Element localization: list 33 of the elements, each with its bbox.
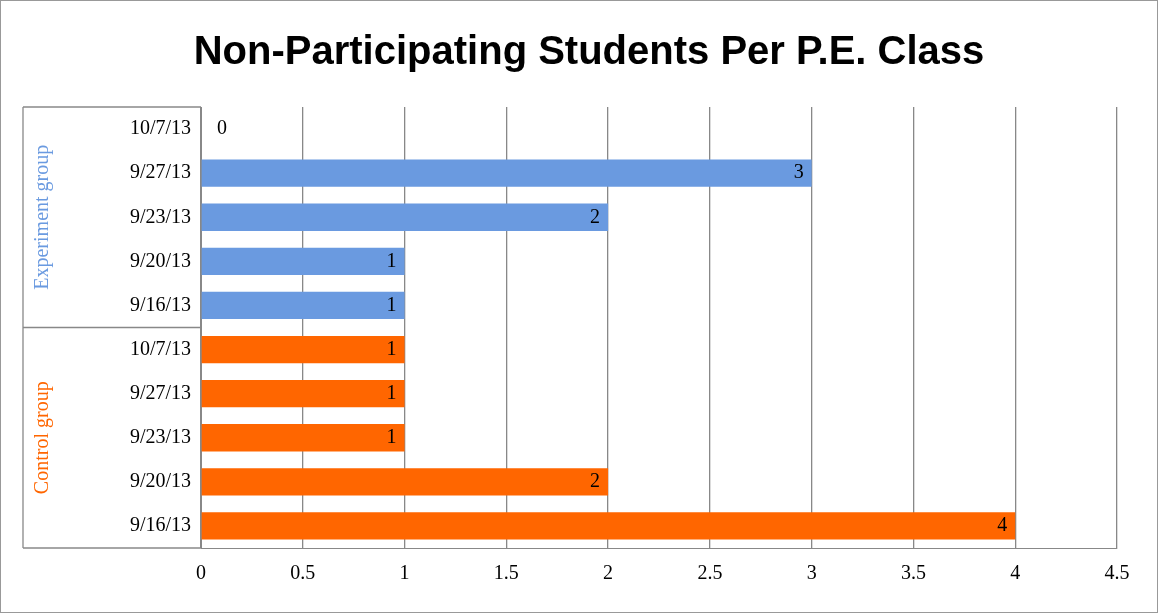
- x-tick-label: 3: [806, 561, 817, 584]
- x-tick-label: 2: [603, 561, 614, 584]
- x-tick-label: 1: [399, 561, 410, 584]
- x-tick-label: 1.5: [493, 561, 519, 584]
- y-tick-label: 9/23/13: [129, 204, 191, 227]
- y-tick-label: 10/7/13: [129, 336, 191, 359]
- data-label: 1: [386, 336, 397, 359]
- data-label: 2: [590, 204, 601, 227]
- y-tick-label: 9/23/13: [129, 425, 191, 447]
- y-tick-label: 9/27/13: [129, 380, 191, 403]
- x-tick-label: 4.5: [1104, 561, 1130, 584]
- data-label: 1: [386, 248, 397, 271]
- x-tick-label: 4: [1010, 561, 1021, 584]
- data-label: 4: [997, 513, 1008, 536]
- x-tick-label: 0: [196, 561, 206, 584]
- x-tick-label: 3.5: [900, 561, 926, 584]
- x-tick-label: 2.5: [697, 561, 723, 584]
- y-tick-label: 9/16/13: [129, 292, 191, 315]
- chart-title: Non-Participating Students Per P.E. Class: [193, 28, 985, 73]
- y-tick-label: 9/27/13: [129, 160, 191, 183]
- y-tick-label: 9/20/13: [129, 248, 191, 271]
- data-label: 1: [386, 292, 397, 315]
- data-label: 3: [793, 160, 804, 183]
- text: Control group: [30, 381, 54, 495]
- data-label: 1: [386, 425, 397, 447]
- y-tick-label: 9/20/13: [129, 469, 191, 492]
- x-tick-label: 0.5: [290, 561, 316, 584]
- data-label: 0: [217, 116, 227, 139]
- text: Experiment group: [30, 144, 54, 290]
- data-label: 2: [590, 469, 601, 492]
- y-tick-label: 10/7/13: [129, 116, 191, 139]
- y-tick-label: 9/16/13: [129, 513, 191, 536]
- data-label: 1: [386, 380, 397, 403]
